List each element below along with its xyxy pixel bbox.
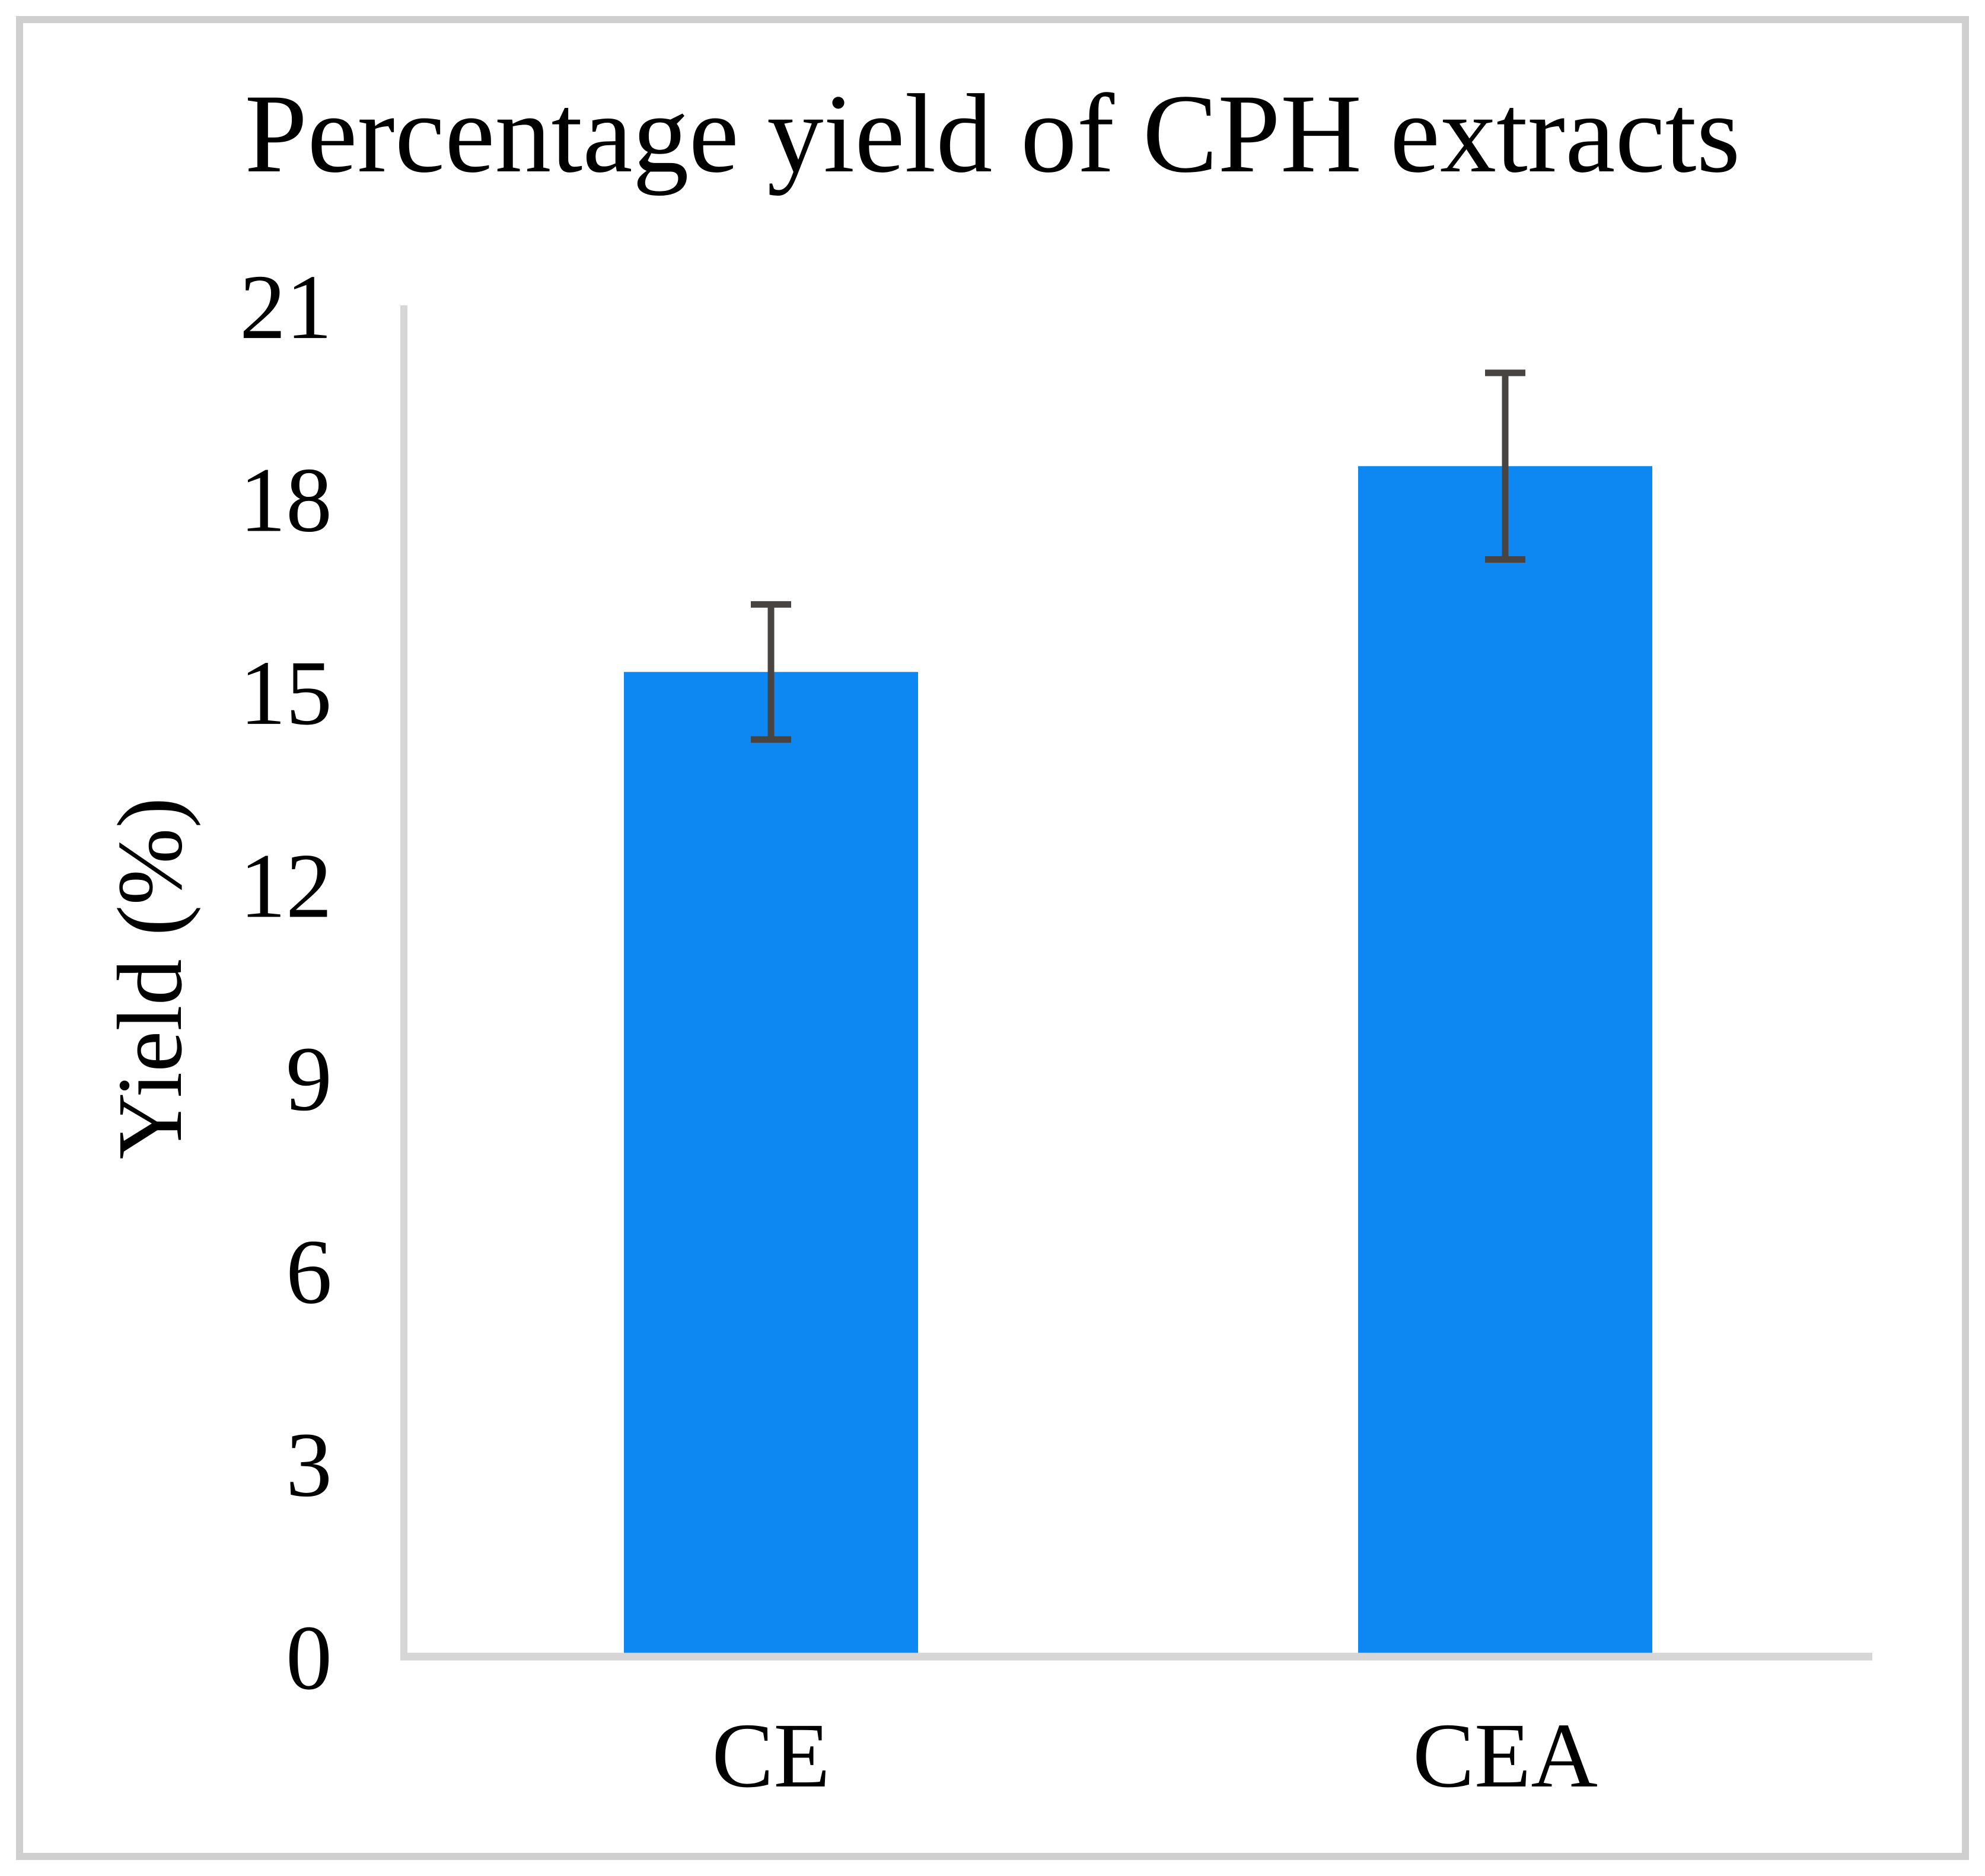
y-tick-label: 21	[240, 256, 332, 358]
bars	[624, 369, 1652, 1660]
error-bar-cea	[1485, 369, 1525, 563]
y-tick-label: 6	[286, 1220, 332, 1323]
bar-cea	[1358, 466, 1652, 1660]
x-category-label-cea: CEA	[1413, 1704, 1598, 1807]
y-tick-label: 3	[286, 1414, 332, 1516]
bar-ce	[624, 672, 918, 1659]
y-tick-labels: 0 3 6 9 12 15 18 21	[240, 256, 332, 1709]
y-axis-title: Yield (%)	[98, 797, 201, 1160]
y-tick-label: 15	[240, 642, 332, 744]
y-axis: 0 3 6 9 12 15 18 21 Yield (%)	[98, 256, 407, 1709]
x-category-label-ce: CE	[712, 1704, 830, 1807]
y-tick-label: 0	[286, 1606, 332, 1709]
chart-title: Percentage yield of CPH extracts	[244, 72, 1741, 196]
y-tick-label: 12	[240, 834, 332, 937]
y-tick-label: 18	[240, 448, 332, 551]
x-category-labels: CE CEA	[712, 1704, 1598, 1807]
y-tick-label: 9	[286, 1028, 332, 1130]
error-bar-ce	[751, 601, 791, 743]
